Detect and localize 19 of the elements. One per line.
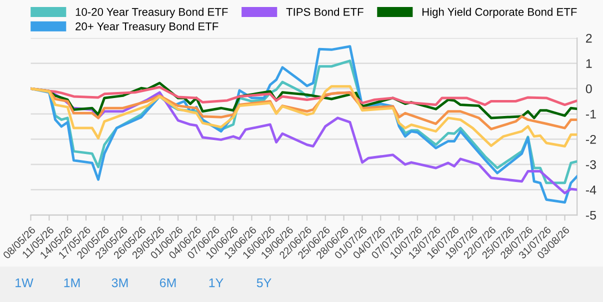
text: 5Y: [256, 278, 272, 288]
y-tick-label: -5: [586, 210, 596, 220]
text: 3M: [112, 278, 128, 288]
legend-label: High Yield Corporate Bond ETF: [422, 8, 577, 18]
y-tick-label: 0: [586, 84, 592, 94]
text: 6M: [160, 278, 176, 288]
y-tick-label: -2: [586, 134, 596, 144]
legend-label: 20+ Year Treasury Bond ETF: [76, 22, 218, 32]
y-tick-label: 1: [586, 59, 592, 68]
text: 1M: [64, 278, 80, 288]
line-series: [30, 85, 578, 148]
legend-label: 10-20 Year Treasury Bond ETF: [76, 8, 228, 18]
y-tick-label: -1: [586, 110, 596, 118]
text: 1W: [16, 278, 34, 288]
legend-label: TIPS Bond ETF: [286, 8, 364, 16]
text: 1Y: [209, 278, 224, 288]
y-tick-label: -3: [586, 160, 596, 170]
y-tick-label: 2: [586, 34, 592, 43]
y-tick-label: -4: [586, 186, 596, 194]
